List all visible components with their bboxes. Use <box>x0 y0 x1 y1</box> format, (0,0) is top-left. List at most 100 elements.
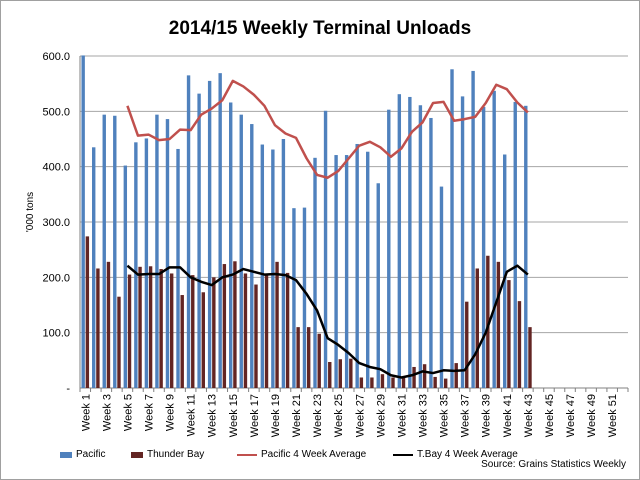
x-tick-label: Week 23 <box>312 394 324 437</box>
bar-thunder-bay <box>212 277 216 388</box>
x-tick-label: Week 41 <box>502 394 514 437</box>
bar-pacific <box>387 109 391 388</box>
y-tick-label: 200.0 <box>42 272 70 284</box>
x-tick-label: Week 13 <box>207 394 219 437</box>
bar-pacific <box>471 70 475 388</box>
bar-thunder-bay <box>391 377 395 388</box>
bar-pacific <box>239 114 243 389</box>
legend-item-thunder-bay: Thunder Bay <box>131 449 204 460</box>
bar-pacific <box>81 55 85 389</box>
bar-thunder-bay <box>349 358 353 388</box>
legend-swatch-thunder-bay <box>131 451 143 458</box>
bar-thunder-bay <box>433 376 437 388</box>
bar-thunder-bay <box>443 378 448 388</box>
bar-thunder-bay <box>359 377 364 388</box>
bar-thunder-bay <box>169 273 174 388</box>
bar-thunder-bay <box>401 377 406 388</box>
bar-pacific <box>439 186 444 388</box>
bar-pacific <box>334 155 338 388</box>
bar-pacific <box>460 96 465 388</box>
bar-thunder-bay <box>370 377 374 388</box>
bar-pacific <box>144 138 149 388</box>
bar-pacific <box>155 114 159 389</box>
bar-thunder-bay <box>159 269 163 388</box>
line-pacific-average <box>126 79 529 179</box>
legend-label-pacific: Pacific <box>76 449 106 460</box>
bar-thunder-bay <box>454 363 458 388</box>
x-tick-label: Week 21 <box>291 394 303 437</box>
legend: Pacific Thunder Bay Pacific 4 Week Avera… <box>60 449 630 463</box>
bar-thunder-bay <box>191 275 195 388</box>
x-tick-label: Week 15 <box>228 394 240 437</box>
x-tick-label: Week 25 <box>333 394 345 437</box>
bar-pacific <box>271 149 275 388</box>
bar-pacific <box>408 96 412 389</box>
bar-thunder-bay <box>201 292 205 388</box>
bar-pacific <box>524 105 528 389</box>
bar-thunder-bay <box>517 301 522 388</box>
bar-thunder-bay <box>296 327 300 388</box>
bar-thunder-bay <box>496 261 501 388</box>
bar-thunder-bay <box>96 268 100 388</box>
x-tick-label: Week 31 <box>396 394 408 437</box>
bar-pacific <box>344 155 349 388</box>
bar-thunder-bay <box>465 301 469 388</box>
bar-thunder-bay <box>243 273 248 388</box>
x-tick-label: Week 27 <box>354 394 366 437</box>
bar-thunder-bay <box>486 255 490 388</box>
legend-label-tbay-average: T.Bay 4 Week Average <box>417 449 518 460</box>
legend-item-tbay-average: T.Bay 4 Week Average <box>393 449 518 460</box>
bar-pacific <box>113 115 117 388</box>
bar-pacific <box>218 73 222 389</box>
bar-pacific <box>355 143 359 388</box>
x-tick-label: Week 43 <box>523 394 535 437</box>
bar-pacific <box>123 165 128 388</box>
bar-pacific <box>207 80 212 389</box>
x-tick-label: Week 37 <box>460 394 472 437</box>
bar-pacific <box>313 157 317 388</box>
x-tick-label: Week 35 <box>439 394 451 437</box>
bar-thunder-bay <box>306 327 311 388</box>
bar-thunder-bay <box>422 364 427 388</box>
bar-pacific <box>492 90 496 389</box>
bar-marks <box>81 55 532 389</box>
y-tick-label: - <box>66 383 70 395</box>
bar-thunder-bay <box>233 261 237 388</box>
bar-thunder-bay <box>380 374 385 388</box>
bar-thunder-bay <box>254 284 258 388</box>
bar-pacific <box>260 144 265 388</box>
bar-pacific <box>102 114 106 389</box>
bar-pacific <box>429 117 433 389</box>
source-note: Source: Grains Statistics Weekly <box>481 459 626 470</box>
x-tick-label: Week 11 <box>186 394 198 436</box>
bar-pacific <box>397 94 402 389</box>
x-tick-label: Week 33 <box>418 394 430 437</box>
y-tick-label: 300.0 <box>42 217 70 229</box>
bar-pacific <box>302 207 307 388</box>
bar-thunder-bay <box>180 295 184 388</box>
x-tick-label: Week 45 <box>544 394 556 437</box>
bar-thunder-bay <box>117 296 121 388</box>
bar-pacific <box>513 101 517 388</box>
bar-thunder-bay <box>85 236 90 388</box>
x-tick-labels: Week 1 Week 3 Week 5 Week 7 Week 9 Week 11 Wee… <box>80 394 619 437</box>
x-tick-label: Week 1 <box>80 394 92 431</box>
bar-thunder-bay <box>507 280 511 388</box>
bar-thunder-bay <box>138 266 142 388</box>
bar-thunder-bay <box>127 274 132 388</box>
bar-thunder-bay <box>275 261 279 388</box>
bar-thunder-bay <box>148 266 153 388</box>
bar-thunder-bay <box>528 327 532 388</box>
bar-pacific <box>376 183 380 388</box>
x-tick-label: Week 29 <box>375 394 387 437</box>
bar-pacific <box>292 208 296 388</box>
y-tick-label: 400.0 <box>42 162 70 174</box>
x-tick-label: Week 19 <box>270 394 282 437</box>
x-tick-label: Week 5 <box>122 394 134 431</box>
bar-pacific <box>366 151 370 388</box>
y-tick-label: 500.0 <box>42 106 70 118</box>
legend-item-pacific: Pacific <box>60 449 105 460</box>
bar-pacific <box>92 147 96 388</box>
